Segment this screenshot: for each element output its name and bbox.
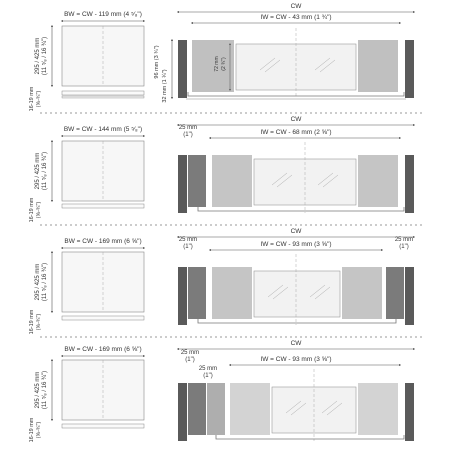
gap-label: (1") xyxy=(399,244,408,250)
bw-label: BW = CW - 169 mm (6 ⅝") xyxy=(64,346,141,353)
glass-reflection xyxy=(326,402,343,416)
runner-rail xyxy=(197,207,405,212)
drawer-side-left xyxy=(212,267,252,319)
cabinet-side-right xyxy=(405,267,414,325)
iw-label: IW = CW - 93 mm (3 ⅝") xyxy=(260,241,331,248)
glass-reflection xyxy=(309,284,326,298)
side-board xyxy=(61,315,145,321)
runner-rail xyxy=(197,319,397,324)
spacer-panel-left xyxy=(188,383,206,435)
bw-label: BW = CW - 119 mm (4 ⁵⁄₈") xyxy=(64,11,142,18)
cw-label: CW xyxy=(291,228,303,235)
glass-reflection xyxy=(290,402,307,416)
row-3: BW = CW - 169 mm (6 ⅝") 295 / 425 mm (11… xyxy=(29,228,416,334)
glass-reflection xyxy=(319,59,336,73)
gap-label: (1") xyxy=(183,244,192,250)
glass-reflection xyxy=(314,57,331,71)
height-label: 295 / 425 mm xyxy=(35,153,41,190)
spacer-panel-left xyxy=(188,267,206,319)
drawer-side-right xyxy=(342,267,382,319)
gap-label: (1") xyxy=(203,373,212,379)
side-thickness-label: (⅝-¾") xyxy=(36,202,42,219)
side-board xyxy=(61,203,145,209)
gap-label: 25 mm xyxy=(179,237,197,243)
height-label: 295 / 425 mm xyxy=(35,264,41,301)
runner-rail xyxy=(215,435,405,440)
glass-reflection xyxy=(272,286,289,300)
side-thickness-label: 16-19 mm xyxy=(29,197,35,222)
runner-rail xyxy=(187,92,405,97)
glass-reflection xyxy=(317,172,334,186)
drawer-side-right xyxy=(358,40,398,92)
iw-label: IW = CW - 68 mm (2 ⅝") xyxy=(260,129,331,136)
bw-label: BW = CW - 169 mm (6 ⅝") xyxy=(64,238,141,245)
drawer-side-left xyxy=(192,40,234,92)
side-board xyxy=(61,95,145,99)
glass-panel xyxy=(253,270,341,318)
inner-height-label: (2 ¾") xyxy=(221,57,227,71)
cabinet-side-left xyxy=(178,383,187,441)
height-label: (11 ⁵⁄₈ / 16 ¾") xyxy=(41,263,48,301)
side-thickness-label: 16-19 mm xyxy=(29,309,35,334)
drawer-side-left xyxy=(212,155,252,207)
height-label: (11 ⁵⁄₈ / 16 ¾") xyxy=(41,152,48,190)
drawer-side-right xyxy=(358,383,398,435)
side-thickness-label: 16-19 mm xyxy=(29,86,35,111)
cw-label: CW xyxy=(291,116,303,123)
glass-reflection xyxy=(259,57,276,71)
glass-reflection xyxy=(314,286,331,300)
gap-label: (1") xyxy=(183,132,192,138)
cabinet-side-right xyxy=(405,155,414,213)
spacer-panel-left-2 xyxy=(207,383,225,435)
cabinet-side-right xyxy=(405,383,414,441)
side-board xyxy=(61,90,145,96)
glass-reflection xyxy=(264,59,281,73)
side-thickness-label: (⅝-¾") xyxy=(36,314,42,331)
drawer-side-left xyxy=(230,383,270,435)
spacer-panel-right xyxy=(386,267,404,319)
height-label: (11 ⁵⁄₈ / 16 ¾") xyxy=(41,37,48,75)
glass-reflection xyxy=(321,400,338,414)
gap-label: 25 mm xyxy=(179,125,197,131)
bw-label: BW = CW - 144 mm (5 ⁵⁄₈") xyxy=(64,126,142,133)
vertical-dimension-label: 96 mm (3 ¾") xyxy=(154,45,160,78)
side-thickness-label: 16-19 mm xyxy=(29,417,35,442)
gap-label: 25 mm xyxy=(199,366,217,372)
cabinet-side-left xyxy=(178,155,187,213)
gap-label: 25 mm xyxy=(181,350,199,356)
side-thickness-label: (⅝-¾") xyxy=(36,422,42,439)
iw-label: IW = CW - 93 mm (3 ⅝") xyxy=(260,356,331,363)
side-board xyxy=(61,423,145,429)
glass-reflection xyxy=(267,284,284,298)
height-label: (11 ⁵⁄₈ / 16 ¾") xyxy=(41,371,48,409)
spacer-panel-left xyxy=(188,155,206,207)
vertical-dimension-label: 32 mm (1 ¼") xyxy=(162,69,168,102)
height-label: 295 / 425 mm xyxy=(35,372,41,409)
glass-panel xyxy=(235,43,357,91)
cabinet-side-left xyxy=(178,267,187,325)
glass-reflection xyxy=(271,172,288,186)
gap-label: (1") xyxy=(185,357,194,363)
row-4: BW = CW - 169 mm (6 ⅝") 295 / 425 mm (11… xyxy=(29,340,416,442)
row-2: BW = CW - 144 mm (5 ⁵⁄₈") 295 / 425 mm (… xyxy=(29,116,416,222)
side-thickness-label: (⅝-¾") xyxy=(36,91,42,108)
glass-reflection xyxy=(276,174,293,188)
inner-height-label: 72 mm xyxy=(214,56,220,71)
cabinet-side-right xyxy=(405,40,414,98)
cabinet-side-left xyxy=(178,40,187,98)
height-label: 295 / 425 mm xyxy=(35,38,41,75)
gap-label: 25 mm xyxy=(395,237,413,243)
cw-label: CW xyxy=(291,3,303,10)
cw-label: CW xyxy=(291,340,303,347)
drawer-side-right xyxy=(358,155,398,207)
glass-reflection xyxy=(285,400,302,414)
glass-reflection xyxy=(322,174,339,188)
row-1: BW = CW - 119 mm (4 ⁵⁄₈") 295 / 425 mm (… xyxy=(29,3,416,111)
iw-label: IW = CW - 43 mm (1 ¾") xyxy=(260,14,331,21)
